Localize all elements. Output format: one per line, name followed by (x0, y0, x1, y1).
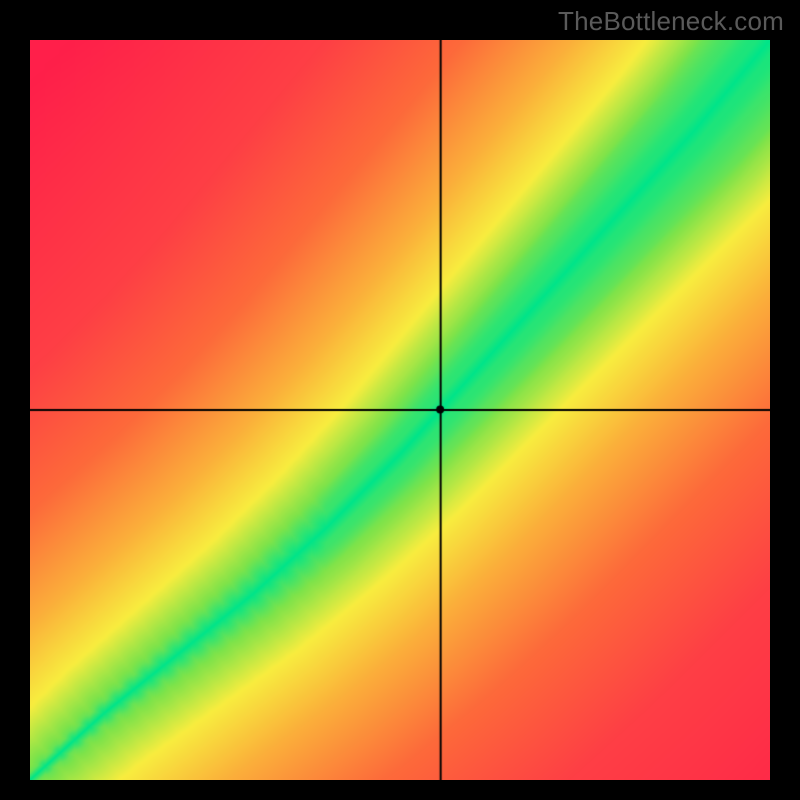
bottleneck-heatmap (30, 40, 770, 780)
watermark: TheBottleneck.com (558, 6, 784, 37)
